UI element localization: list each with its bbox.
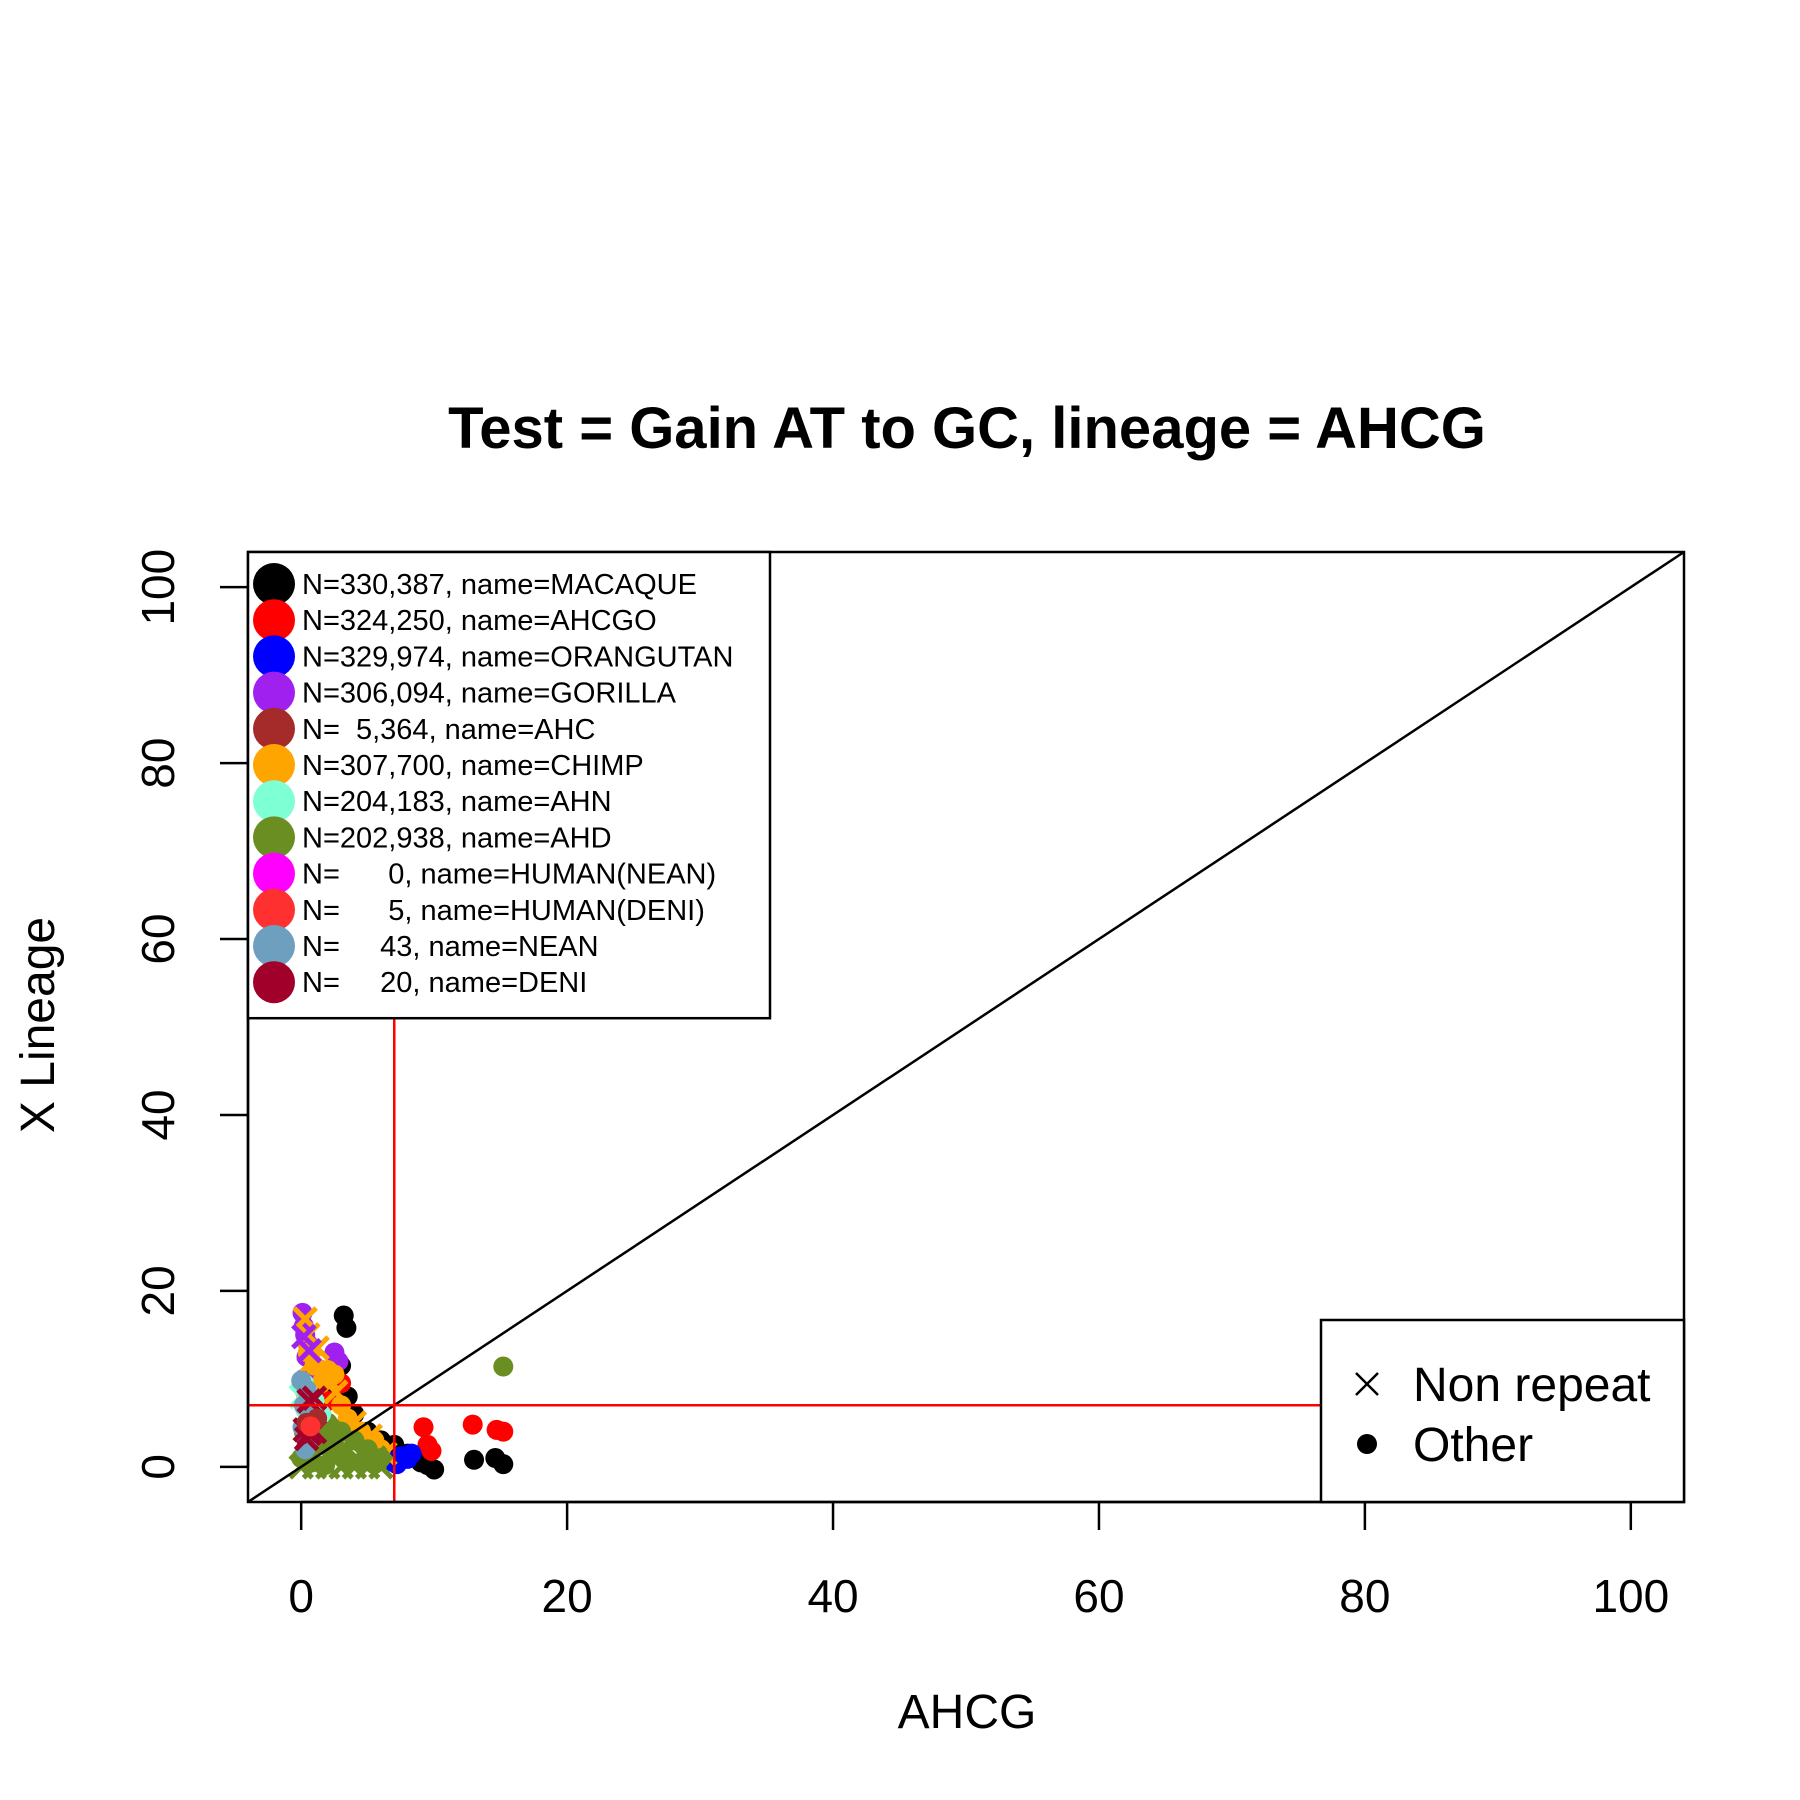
- x-tick-label-100: 100: [1592, 1570, 1669, 1622]
- shape-legend-label-0: Non repeat: [1413, 1359, 1651, 1412]
- shape-legend-box: [1319, 1318, 1686, 1504]
- x-tick-label-80: 80: [1339, 1570, 1390, 1622]
- legend-swatch-2: [253, 635, 295, 678]
- legend-swatch-4: [253, 707, 295, 750]
- legend-swatch-11: [253, 961, 295, 1004]
- legend-label-6: N=204,183, name=AHN: [302, 786, 612, 818]
- legend-label-9: N= 5, name=HUMAN(DENI): [302, 895, 705, 927]
- data-point-x-stroke-b: [296, 1337, 322, 1364]
- legend-label-11: N= 20, name=DENI: [302, 967, 587, 999]
- data-point-1-5: [421, 1440, 442, 1461]
- shape-legend-marker-dot: [1357, 1434, 1377, 1454]
- data-point-0-12: [424, 1459, 445, 1480]
- legend-swatch-5: [253, 744, 295, 786]
- y-axis: 0 20 40 60 80 100: [132, 549, 250, 1480]
- series-legend: N=330,387, name=MACAQUE N=324,250, name=A…: [246, 550, 772, 1020]
- legend-label-8: N= 0, name=HUMAN(NEAN): [302, 859, 716, 891]
- legend-swatch-0: [253, 563, 295, 605]
- x-tick-label-60: 60: [1073, 1570, 1124, 1622]
- legend-label-7: N=202,938, name=AHD: [302, 822, 612, 854]
- data-point-x-stroke-b: [291, 1323, 317, 1350]
- data-point-x-5-5: [322, 1379, 349, 1405]
- data-point-0-15: [493, 1454, 514, 1475]
- data-point-2-2: [401, 1443, 422, 1464]
- y-tick-label-0: 0: [132, 1454, 184, 1480]
- data-point-0-1: [336, 1317, 357, 1338]
- diagonal-reference-line: [247, 550, 1685, 1504]
- legend-swatch-1: [253, 599, 295, 642]
- data-point-7-0: [493, 1356, 514, 1377]
- shape-legend-label-1: Other: [1413, 1419, 1533, 1472]
- chart-title: Test = Gain AT to GC, lineage = AHCG: [448, 396, 1486, 461]
- data-point-1-6: [462, 1414, 483, 1435]
- data-point-x-stroke-b: [348, 1440, 374, 1467]
- x-axis: 0 20 40 60 80 100: [288, 1500, 1669, 1622]
- data-point-x-stroke-b: [315, 1366, 341, 1392]
- x-tick-label-40: 40: [807, 1570, 858, 1622]
- data-point-x-stroke-b: [304, 1335, 330, 1361]
- legend-label-2: N=329,974, name=ORANGUTAN: [302, 641, 733, 673]
- data-point-1-3: [413, 1417, 434, 1438]
- legend-label-5: N=307,700, name=CHIMP: [302, 750, 644, 782]
- y-tick-label-20: 20: [132, 1265, 184, 1316]
- data-point-x-stroke-b: [361, 1445, 388, 1471]
- x-axis-label: AHCG: [898, 1686, 1037, 1739]
- legend-box: [246, 550, 772, 1020]
- x-tick-label-20: 20: [542, 1570, 593, 1622]
- data-point-x-8-12: [361, 1445, 388, 1471]
- y-tick-label-100: 100: [132, 549, 184, 626]
- data-point-14-0: [300, 1416, 321, 1437]
- legend-label-1: N=324,250, name=AHCGO: [302, 605, 657, 637]
- shape-legend-x-b: [1355, 1372, 1379, 1396]
- legend-swatch-6: [253, 780, 295, 823]
- legend-label-0: N=330,387, name=MACAQUE: [302, 569, 697, 601]
- legend-label-3: N=306,094, name=GORILLA: [302, 678, 677, 710]
- legend-swatch-9: [253, 888, 295, 931]
- x-tick-label-0: 0: [288, 1570, 314, 1622]
- y-tick-label-40: 40: [132, 1089, 184, 1140]
- legend-label-4: N= 5,364, name=AHC: [302, 714, 595, 746]
- data-point-0-13: [464, 1449, 485, 1470]
- shape-legend-marker-x: [1355, 1372, 1379, 1396]
- data-point-x-stroke-b: [334, 1436, 361, 1462]
- data-point-1-8: [493, 1421, 514, 1442]
- legend-swatch-3: [253, 671, 295, 714]
- data-point-x-6-1: [296, 1337, 322, 1364]
- legend-swatch-8: [253, 852, 295, 895]
- y-axis-label: X Lineage: [12, 917, 65, 1133]
- legend-swatch-10: [253, 925, 295, 967]
- y-tick-label-80: 80: [132, 738, 184, 789]
- data-marks: [288, 1302, 514, 1480]
- legend-label-10: N= 43, name=NEAN: [302, 931, 599, 963]
- shape-legend: Non repeat Other: [1319, 1318, 1686, 1504]
- data-point-x-6-0: [291, 1323, 317, 1350]
- data-point-x-5-4: [315, 1366, 341, 1392]
- data-point-x-stroke-b: [322, 1379, 349, 1405]
- legend-swatch-7: [253, 816, 295, 859]
- data-point-x-stroke-b: [299, 1348, 325, 1375]
- y-tick-label-60: 60: [132, 913, 184, 964]
